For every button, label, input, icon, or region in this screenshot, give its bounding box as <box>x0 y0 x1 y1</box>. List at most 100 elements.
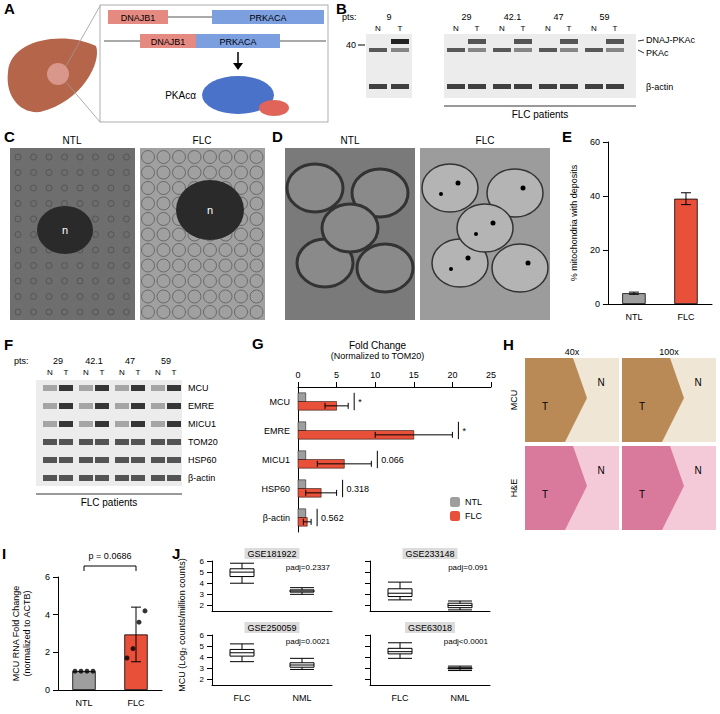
svg-text:MCU: MCU <box>509 390 519 411</box>
svg-text:59: 59 <box>599 12 609 22</box>
svg-text:29: 29 <box>53 356 63 366</box>
svg-text:NTL: NTL <box>341 135 360 146</box>
svg-text:40x: 40x <box>565 347 580 357</box>
svg-text:FLC: FLC <box>233 693 251 703</box>
svg-text:HSP60: HSP60 <box>261 484 290 494</box>
svg-text:EMRE: EMRE <box>188 401 214 411</box>
svg-text:*: * <box>358 397 362 407</box>
svg-text:FLC patients: FLC patients <box>81 497 138 508</box>
svg-text:15: 15 <box>409 370 419 380</box>
svg-text:100x: 100x <box>659 347 679 357</box>
svg-text:T: T <box>542 489 548 500</box>
svg-text:MICU1: MICU1 <box>262 455 290 465</box>
svg-text:0: 0 <box>45 685 50 695</box>
svg-text:5: 5 <box>334 370 339 380</box>
svg-text:10: 10 <box>370 370 380 380</box>
svg-text:H&E: H&E <box>509 479 519 498</box>
svg-text:9: 9 <box>386 12 391 22</box>
svg-text:β-actin: β-actin <box>646 82 673 92</box>
svg-text:3: 3 <box>200 664 205 673</box>
svg-text:40: 40 <box>346 40 356 50</box>
svg-text:20: 20 <box>447 370 457 380</box>
svg-text:(Normalized to TOM20): (Normalized to TOM20) <box>331 351 425 361</box>
svg-text:TOM20: TOM20 <box>188 437 218 447</box>
svg-text:Fold Change: Fold Change <box>349 340 407 351</box>
svg-text:PKAcα: PKAcα <box>165 90 196 101</box>
svg-text:6: 6 <box>45 572 50 582</box>
svg-text:42.1: 42.1 <box>504 12 522 22</box>
svg-text:0.562: 0.562 <box>321 513 344 523</box>
svg-text:MCU: MCU <box>188 383 209 393</box>
svg-text:T: T <box>567 24 572 33</box>
svg-text:T: T <box>542 401 548 412</box>
svg-text:T: T <box>100 368 105 377</box>
svg-text:47: 47 <box>553 12 563 22</box>
svg-text:T: T <box>639 489 645 500</box>
svg-text:4: 4 <box>200 653 205 662</box>
svg-text:T: T <box>136 368 141 377</box>
svg-text:N: N <box>597 465 604 476</box>
svg-text:N: N <box>47 368 53 377</box>
svg-text:N: N <box>375 24 381 33</box>
svg-text:EMRE: EMRE <box>264 426 290 436</box>
svg-text:5: 5 <box>200 568 205 577</box>
svg-text:% mitochondria with deposits: % mitochondria with deposits <box>569 164 579 281</box>
svg-text:N: N <box>83 368 89 377</box>
svg-text:NTL: NTL <box>625 312 642 322</box>
svg-text:padj=0.0021: padj=0.0021 <box>286 637 331 646</box>
svg-text:29: 29 <box>461 12 471 22</box>
svg-text:MICU1: MICU1 <box>188 419 216 429</box>
svg-text:5: 5 <box>200 642 205 651</box>
svg-text:pts:: pts: <box>342 12 357 22</box>
svg-text:GSE250059: GSE250059 <box>247 623 296 633</box>
svg-text:PRKACA: PRKACA <box>249 13 286 23</box>
svg-text:6: 6 <box>200 631 205 640</box>
svg-text:0: 0 <box>295 370 300 380</box>
svg-text:25: 25 <box>486 370 496 380</box>
svg-text:DNAJB1: DNAJB1 <box>151 37 186 47</box>
svg-text:n: n <box>62 224 68 236</box>
svg-text:40: 40 <box>590 191 600 201</box>
svg-text:T: T <box>613 24 618 33</box>
svg-text:A: A <box>4 0 15 17</box>
svg-text:T: T <box>64 368 69 377</box>
svg-text:42.1: 42.1 <box>85 356 103 366</box>
svg-text:I: I <box>2 545 6 562</box>
svg-text:HSP60: HSP60 <box>188 455 217 465</box>
svg-text:N: N <box>119 368 125 377</box>
svg-text:n: n <box>207 204 213 216</box>
svg-text:FLC patients: FLC patients <box>512 109 569 120</box>
svg-text:FLC: FLC <box>677 312 695 322</box>
svg-text:β-actin: β-actin <box>188 473 215 483</box>
svg-text:60: 60 <box>590 137 600 147</box>
svg-text:3: 3 <box>200 590 205 599</box>
svg-text:β-actin: β-actin <box>263 513 290 523</box>
svg-text:N: N <box>453 24 459 33</box>
svg-text:MCU: MCU <box>270 397 291 407</box>
svg-text:padj=0.2337: padj=0.2337 <box>286 563 331 572</box>
svg-text:GSE63018: GSE63018 <box>408 623 452 633</box>
svg-text:PRKACA: PRKACA <box>219 37 256 47</box>
svg-text:D: D <box>272 128 283 145</box>
svg-text:NTL: NTL <box>465 497 482 507</box>
svg-text:N: N <box>591 24 597 33</box>
svg-text:FLC: FLC <box>193 135 212 146</box>
svg-text:NML: NML <box>292 693 311 703</box>
svg-text:FLC: FLC <box>476 135 495 146</box>
svg-text:4: 4 <box>200 579 205 588</box>
svg-text:T: T <box>172 368 177 377</box>
svg-text:NML: NML <box>450 693 469 703</box>
svg-text:0.318: 0.318 <box>347 484 370 494</box>
svg-text:p = 0.0686: p = 0.0686 <box>89 551 132 561</box>
svg-text:N: N <box>694 465 701 476</box>
svg-text:N: N <box>155 368 161 377</box>
svg-text:0.066: 0.066 <box>381 455 404 465</box>
svg-text:4: 4 <box>45 610 50 620</box>
svg-text:N: N <box>499 24 505 33</box>
svg-text:padj=0.091: padj=0.091 <box>448 563 488 572</box>
svg-text:J: J <box>172 545 180 562</box>
svg-text:GSE233148: GSE233148 <box>405 549 454 559</box>
svg-text:G: G <box>252 335 264 352</box>
svg-text:pts:: pts: <box>14 356 29 366</box>
svg-text:T: T <box>398 24 403 33</box>
